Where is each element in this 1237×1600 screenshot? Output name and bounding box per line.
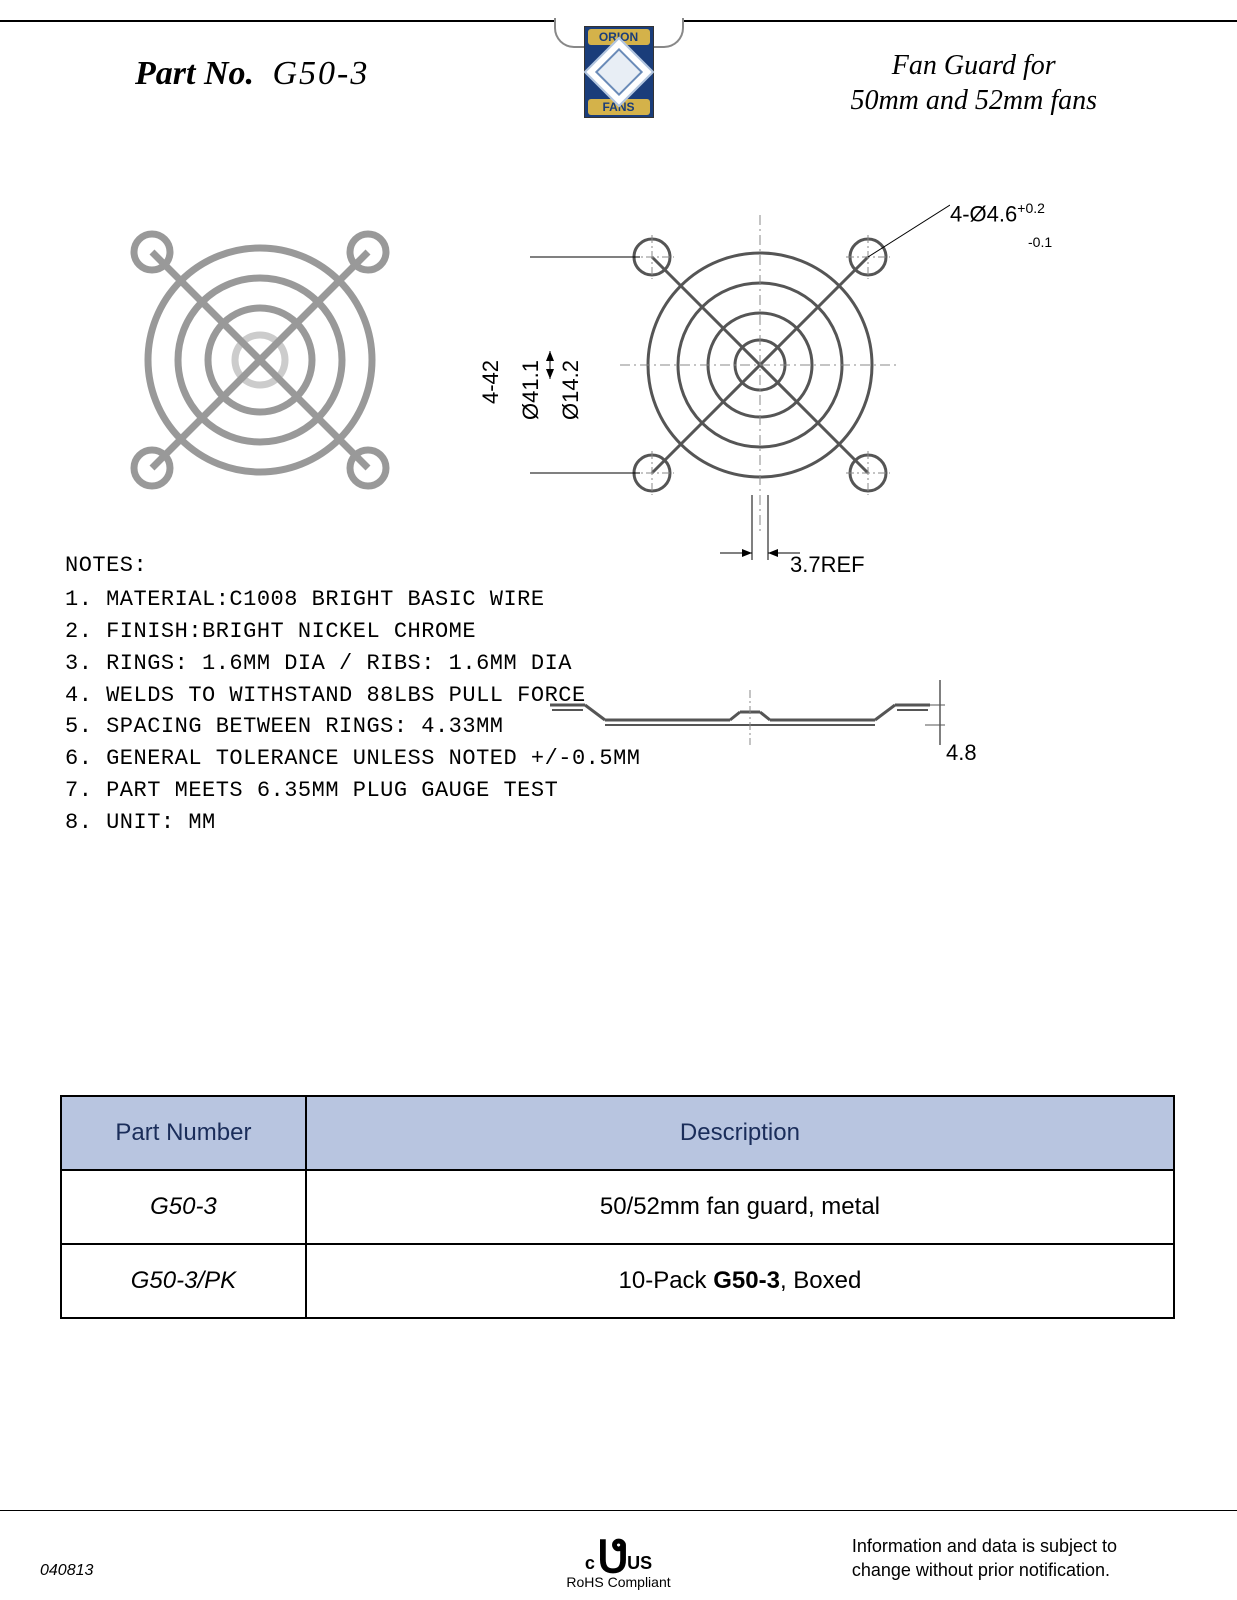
notes-section: NOTES: 1. MATERIAL:C1008 BRIGHT BASIC WI… bbox=[65, 550, 641, 839]
footer-compliance-mark: c ᕟ US RoHS Compliant bbox=[566, 1543, 670, 1590]
part-number-block: Part No. G50-3 bbox=[135, 55, 369, 93]
notes-title: NOTES: bbox=[65, 550, 641, 582]
ru-mark-icon: ᕟ bbox=[597, 1543, 625, 1574]
subtitle-line2: 50mm and 52mm fans bbox=[850, 83, 1097, 118]
note-line: 4. WELDS TO WITHSTAND 88LBS PULL FORCE bbox=[65, 680, 641, 712]
part-no-value: G50-3 bbox=[273, 55, 370, 92]
dim-ref: 3.7REF bbox=[790, 552, 865, 578]
note-line: 1. MATERIAL:C1008 BRIGHT BASIC WIRE bbox=[65, 584, 641, 616]
footer-disclaimer: Information and data is subject to chang… bbox=[852, 1535, 1117, 1582]
col-description: Description bbox=[306, 1096, 1174, 1170]
note-line: 7. PART MEETS 6.35MM PLUG GAUGE TEST bbox=[65, 775, 641, 807]
note-line: 5. SPACING BETWEEN RINGS: 4.33MM bbox=[65, 711, 641, 743]
note-line: 6. GENERAL TOLERANCE UNLESS NOTED +/-0.5… bbox=[65, 743, 641, 775]
orion-fans-logo: ORION FANS bbox=[564, 18, 674, 128]
header-subtitle: Fan Guard for 50mm and 52mm fans bbox=[850, 48, 1097, 118]
dim-height: 4.8 bbox=[946, 740, 977, 766]
dim-dia-inner: Ø14.2 bbox=[558, 360, 584, 420]
ru-mark-c: c bbox=[585, 1553, 595, 1574]
dim-pitch: 4-42 bbox=[478, 360, 504, 404]
part-no-label: Part No. bbox=[135, 55, 254, 92]
note-line: 3. RINGS: 1.6MM DIA / RIBS: 1.6MM DIA bbox=[65, 648, 641, 680]
col-part-number: Part Number bbox=[61, 1096, 306, 1170]
footer: 040813 c ᕟ US RoHS Compliant Information… bbox=[0, 1510, 1237, 1600]
product-photo bbox=[100, 200, 420, 520]
cell-part-number: G50-3 bbox=[61, 1170, 306, 1244]
footer-date-code: 040813 bbox=[40, 1562, 93, 1580]
parts-table: Part Number Description G50-350/52mm fan… bbox=[60, 1095, 1175, 1319]
rohs-compliant-text: RoHS Compliant bbox=[566, 1574, 670, 1590]
cell-description: 10-Pack G50-3, Boxed bbox=[306, 1244, 1174, 1318]
hole-callout: 4-Ø4.6+0.2 -0.1 bbox=[950, 200, 1052, 253]
subtitle-line1: Fan Guard for bbox=[850, 48, 1097, 83]
ru-mark-us: US bbox=[627, 1553, 652, 1574]
dim-dia-outer: Ø41.1 bbox=[518, 360, 544, 420]
technical-drawing-front bbox=[530, 185, 950, 565]
cell-part-number: G50-3/PK bbox=[61, 1244, 306, 1318]
table-row: G50-350/52mm fan guard, metal bbox=[61, 1170, 1174, 1244]
header: Part No. G50-3 ORION FANS Fan Guard for … bbox=[0, 30, 1237, 150]
cell-description: 50/52mm fan guard, metal bbox=[306, 1170, 1174, 1244]
table-row: G50-3/PK10-Pack G50-3, Boxed bbox=[61, 1244, 1174, 1318]
note-line: 8. UNIT: MM bbox=[65, 807, 641, 839]
note-line: 2. FINISH:BRIGHT NICKEL CHROME bbox=[65, 616, 641, 648]
